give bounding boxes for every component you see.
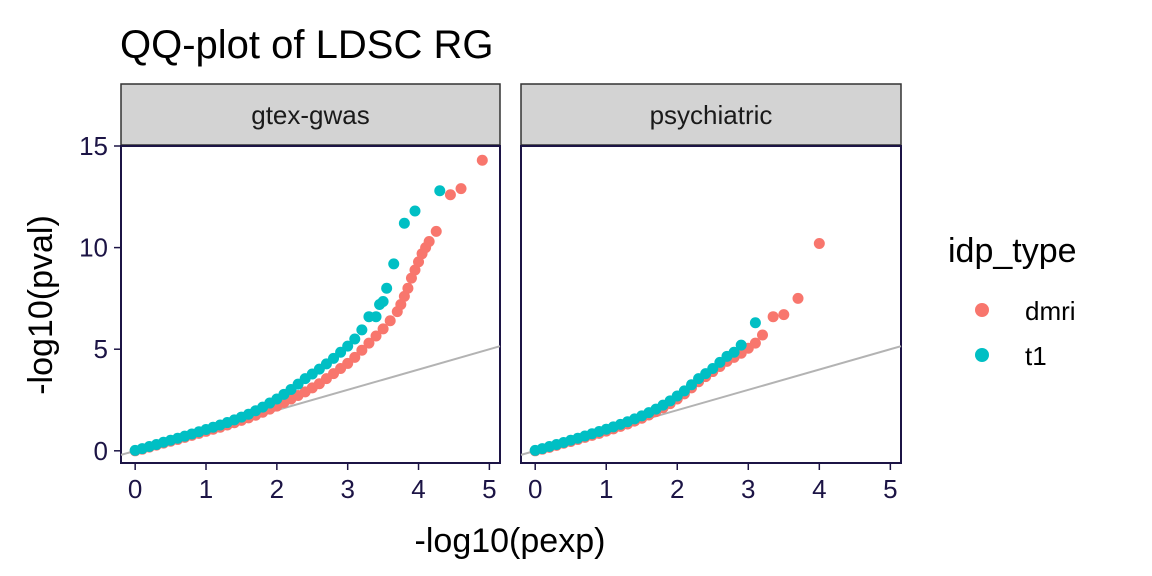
plot-area bbox=[120, 145, 501, 464]
x-tick-label: 0 bbox=[128, 474, 142, 504]
y-axis-label: -log10(pval) bbox=[22, 215, 60, 395]
facet-panel-gtex-gwas: gtex-gwas 0 1 2 3 4 5 0 5 10 15 bbox=[79, 83, 501, 504]
data-point-dmri bbox=[384, 315, 396, 327]
data-point-t1 bbox=[735, 339, 747, 351]
data-point-dmri bbox=[756, 329, 768, 341]
data-point-t1 bbox=[349, 333, 361, 345]
data-point-t1 bbox=[398, 217, 410, 229]
facet-strip-label: psychiatric bbox=[650, 100, 773, 130]
data-point-dmri bbox=[377, 323, 389, 335]
x-tick-label: 0 bbox=[528, 474, 542, 504]
y-tick-label: 10 bbox=[79, 233, 108, 263]
x-axis-label: -log10(pexp) bbox=[415, 522, 606, 560]
x-tick-label: 3 bbox=[340, 474, 354, 504]
facet-panels: gtex-gwas 0 1 2 3 4 5 0 5 10 15 psychiatric 0 1 2 3 4 5 bbox=[79, 83, 902, 504]
data-point-dmri bbox=[749, 337, 761, 349]
data-point-dmri bbox=[370, 330, 382, 342]
data-point-dmri bbox=[444, 189, 456, 201]
data-point-dmri bbox=[430, 225, 442, 237]
legend-label-t1: t1 bbox=[1025, 341, 1047, 371]
chart-title: QQ-plot of LDSC RG bbox=[120, 23, 493, 67]
x-tick-label: 2 bbox=[670, 474, 684, 504]
x-tick-label: 1 bbox=[199, 474, 213, 504]
data-point-dmri bbox=[363, 337, 375, 349]
y-tick-label: 5 bbox=[94, 334, 108, 364]
data-point-dmri bbox=[423, 236, 435, 248]
data-point-dmri bbox=[778, 309, 790, 321]
legend-key-t1 bbox=[975, 348, 989, 362]
data-point-t1 bbox=[409, 205, 421, 217]
y-tick-label: 15 bbox=[79, 131, 108, 161]
data-point-t1 bbox=[381, 282, 393, 294]
data-point-t1 bbox=[356, 324, 368, 336]
facet-strip-label: gtex-gwas bbox=[251, 100, 370, 130]
x-tick-label: 5 bbox=[482, 474, 496, 504]
series-t1 bbox=[129, 185, 446, 456]
series-t1 bbox=[529, 317, 761, 456]
plot-area bbox=[520, 145, 902, 464]
y-tick-label: 0 bbox=[94, 436, 108, 466]
legend: idp_type dmri t1 bbox=[948, 232, 1077, 371]
legend-title: idp_type bbox=[948, 232, 1077, 270]
legend-label-dmri: dmri bbox=[1025, 296, 1076, 326]
data-point-t1 bbox=[388, 258, 400, 270]
data-point-t1 bbox=[342, 340, 354, 352]
facet-strip bbox=[520, 83, 902, 146]
x-tick-label: 5 bbox=[883, 474, 897, 504]
data-point-t1 bbox=[749, 317, 761, 329]
x-tick-label: 2 bbox=[270, 474, 284, 504]
facet-strip bbox=[120, 83, 501, 146]
data-point-dmri bbox=[813, 238, 825, 250]
data-point-dmri bbox=[356, 344, 368, 356]
data-point-dmri bbox=[402, 282, 414, 294]
data-point-t1 bbox=[370, 311, 382, 323]
data-point-dmri bbox=[792, 292, 804, 304]
data-point-dmri bbox=[455, 183, 467, 195]
data-point-dmri bbox=[476, 154, 488, 166]
data-point-t1 bbox=[434, 185, 446, 197]
data-point-dmri bbox=[349, 351, 361, 363]
legend-key-dmri bbox=[975, 303, 989, 317]
data-point-t1 bbox=[728, 346, 740, 358]
x-tick-label: 4 bbox=[812, 474, 826, 504]
facet-panel-psychiatric: psychiatric 0 1 2 3 4 5 bbox=[520, 83, 902, 504]
x-tick-label: 1 bbox=[599, 474, 613, 504]
data-point-t1 bbox=[377, 295, 389, 307]
data-point-dmri bbox=[767, 311, 779, 323]
x-tick-label: 4 bbox=[411, 474, 425, 504]
x-tick-label: 3 bbox=[741, 474, 755, 504]
